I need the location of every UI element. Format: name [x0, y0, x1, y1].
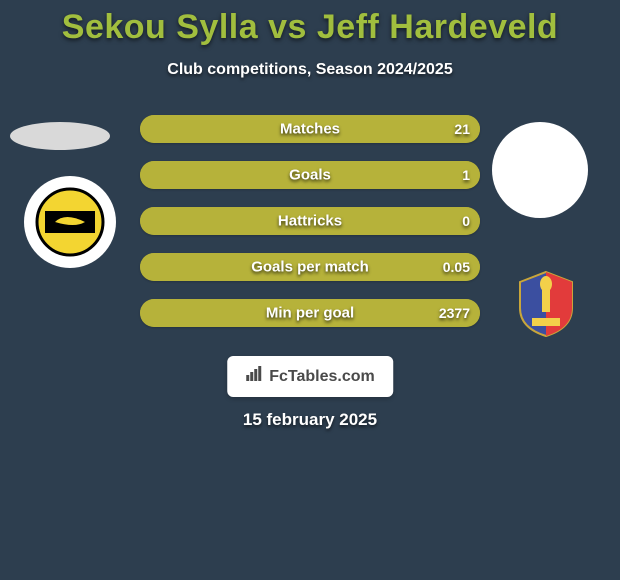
stat-row: Matches 21	[140, 115, 480, 143]
stat-row: Min per goal 2377	[140, 299, 480, 327]
page-title: Sekou Sylla vs Jeff Hardeveld	[0, 0, 620, 47]
brand-label: FcTables.com	[269, 368, 375, 386]
stat-value-right: 1	[462, 167, 470, 183]
stat-value-right: 0	[462, 213, 470, 229]
stat-value-right: 0.05	[443, 259, 470, 275]
stat-label: Hattricks	[278, 213, 342, 230]
stats-list: Matches 21 Goals 1 Hattricks 0 Goals per match…	[140, 115, 480, 327]
club-left-icon	[35, 187, 105, 257]
stat-label: Goals per match	[251, 259, 369, 276]
page-subtitle: Club competitions, Season 2024/2025	[0, 61, 620, 79]
stat-row: Goals per match 0.05	[140, 253, 480, 281]
stat-label: Min per goal	[266, 305, 354, 322]
club-right-badge	[500, 258, 592, 350]
content-root: Sekou Sylla vs Jeff Hardeveld Club compe…	[0, 0, 620, 580]
stat-row: Hattricks 0	[140, 207, 480, 235]
brand-badge[interactable]: FcTables.com	[227, 356, 393, 397]
player-left-silhouette	[10, 122, 110, 150]
stat-label: Matches	[280, 121, 340, 138]
club-left-badge	[24, 176, 116, 268]
chart-icon	[245, 366, 263, 387]
date-label: 15 february 2025	[0, 410, 620, 430]
club-right-icon	[510, 268, 582, 340]
stat-label: Goals	[289, 167, 331, 184]
stat-value-right: 2377	[439, 305, 470, 321]
stat-value-right: 21	[454, 121, 470, 137]
stat-row: Goals 1	[140, 161, 480, 189]
player-right-silhouette	[492, 122, 588, 218]
